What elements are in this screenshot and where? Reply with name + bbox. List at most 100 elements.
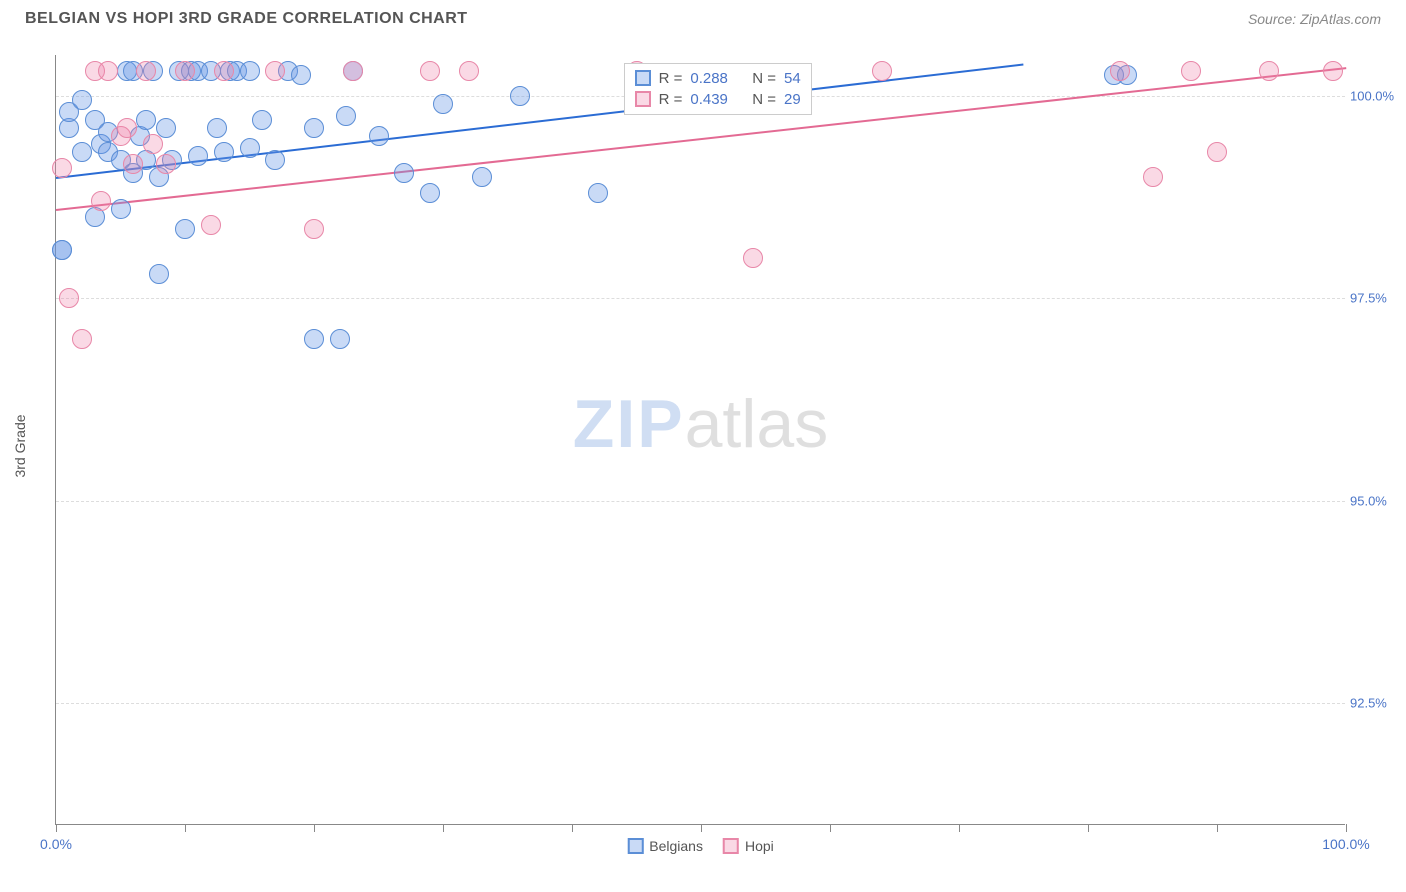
watermark-bold: ZIP — [573, 386, 685, 462]
scatter-point-belgian — [188, 146, 208, 166]
scatter-point-belgian — [72, 90, 92, 110]
scatter-point-hopi — [1323, 61, 1343, 81]
watermark-light: atlas — [685, 386, 829, 462]
scatter-point-belgian — [510, 86, 530, 106]
scatter-point-belgian — [265, 150, 285, 170]
scatter-point-hopi — [872, 61, 892, 81]
scatter-point-belgian — [330, 329, 350, 349]
scatter-point-hopi — [1181, 61, 1201, 81]
scatter-point-belgian — [111, 199, 131, 219]
x-tick — [572, 824, 573, 832]
scatter-point-belgian — [214, 142, 234, 162]
scatter-point-hopi — [420, 61, 440, 81]
scatter-point-hopi — [265, 61, 285, 81]
scatter-point-hopi — [1207, 142, 1227, 162]
plot-area: ZIPatlas 100.0%97.5%95.0%92.5%0.0%100.0%… — [55, 55, 1345, 825]
scatter-point-belgian — [291, 65, 311, 85]
scatter-point-hopi — [304, 219, 324, 239]
scatter-point-hopi — [175, 61, 195, 81]
chart-container: BELGIAN VS HOPI 3RD GRADE CORRELATION CH… — [0, 0, 1406, 892]
scatter-point-belgian — [156, 118, 176, 138]
y-tick-label: 97.5% — [1350, 291, 1400, 306]
r-value: 0.439 — [690, 91, 728, 108]
n-label: N = — [752, 91, 776, 108]
legend-swatch — [635, 70, 651, 86]
scatter-point-hopi — [98, 61, 118, 81]
legend-label: Belgians — [649, 838, 703, 854]
x-tick — [830, 824, 831, 832]
scatter-point-hopi — [1110, 61, 1130, 81]
x-tick — [1088, 824, 1089, 832]
y-tick-label: 95.0% — [1350, 493, 1400, 508]
scatter-point-hopi — [91, 191, 111, 211]
stats-legend: R = 0.288 N = 54 R = 0.439 N = 29 — [624, 63, 812, 115]
legend-swatch — [635, 91, 651, 107]
scatter-point-belgian — [136, 110, 156, 130]
x-tick-label: 0.0% — [40, 836, 72, 852]
scatter-point-belgian — [420, 183, 440, 203]
n-label: N = — [752, 70, 776, 87]
scatter-point-belgian — [252, 110, 272, 130]
scatter-point-belgian — [588, 183, 608, 203]
y-axis-label: 3rd Grade — [12, 414, 28, 477]
scatter-point-belgian — [336, 106, 356, 126]
scatter-point-belgian — [472, 167, 492, 187]
scatter-point-hopi — [123, 154, 143, 174]
legend-swatch — [627, 838, 643, 854]
scatter-point-hopi — [201, 215, 221, 235]
r-label: R = — [659, 70, 683, 87]
gridline — [56, 703, 1345, 704]
legend-label: Hopi — [745, 838, 774, 854]
scatter-point-hopi — [52, 158, 72, 178]
x-tick — [959, 824, 960, 832]
r-label: R = — [659, 91, 683, 108]
scatter-point-hopi — [156, 154, 176, 174]
gridline — [56, 501, 1345, 502]
r-value: 0.288 — [690, 70, 728, 87]
series-legend: Belgians Hopi — [627, 838, 774, 854]
scatter-point-hopi — [72, 329, 92, 349]
scatter-point-belgian — [240, 61, 260, 81]
scatter-point-belgian — [304, 329, 324, 349]
scatter-point-belgian — [240, 138, 260, 158]
legend-item: Belgians — [627, 838, 703, 854]
x-tick — [185, 824, 186, 832]
x-tick — [1217, 824, 1218, 832]
scatter-point-belgian — [175, 219, 195, 239]
n-value: 29 — [784, 91, 801, 108]
scatter-point-hopi — [459, 61, 479, 81]
scatter-point-hopi — [117, 118, 137, 138]
source-attribution: Source: ZipAtlas.com — [1248, 11, 1381, 27]
scatter-point-belgian — [304, 118, 324, 138]
y-tick-label: 92.5% — [1350, 696, 1400, 711]
watermark: ZIPatlas — [573, 385, 828, 463]
scatter-point-hopi — [136, 61, 156, 81]
n-value: 54 — [784, 70, 801, 87]
scatter-point-belgian — [369, 126, 389, 146]
stats-legend-row: R = 0.439 N = 29 — [635, 89, 801, 110]
x-tick — [1346, 824, 1347, 832]
scatter-point-belgian — [207, 118, 227, 138]
legend-swatch — [723, 838, 739, 854]
scatter-point-hopi — [59, 288, 79, 308]
x-tick — [314, 824, 315, 832]
x-tick-label: 100.0% — [1322, 836, 1369, 852]
x-tick — [701, 824, 702, 832]
scatter-point-belgian — [72, 142, 92, 162]
scatter-point-hopi — [214, 61, 234, 81]
scatter-point-hopi — [1259, 61, 1279, 81]
scatter-point-belgian — [433, 94, 453, 114]
x-tick — [56, 824, 57, 832]
chart-header: BELGIAN VS HOPI 3RD GRADE CORRELATION CH… — [0, 0, 1406, 33]
scatter-point-belgian — [149, 264, 169, 284]
x-tick — [443, 824, 444, 832]
scatter-point-hopi — [343, 61, 363, 81]
stats-legend-row: R = 0.288 N = 54 — [635, 68, 801, 89]
scatter-point-hopi — [743, 248, 763, 268]
scatter-point-belgian — [394, 163, 414, 183]
scatter-point-hopi — [1143, 167, 1163, 187]
gridline — [56, 298, 1345, 299]
scatter-point-hopi — [143, 134, 163, 154]
scatter-point-belgian — [52, 240, 72, 260]
chart-title: BELGIAN VS HOPI 3RD GRADE CORRELATION CH… — [25, 10, 468, 28]
